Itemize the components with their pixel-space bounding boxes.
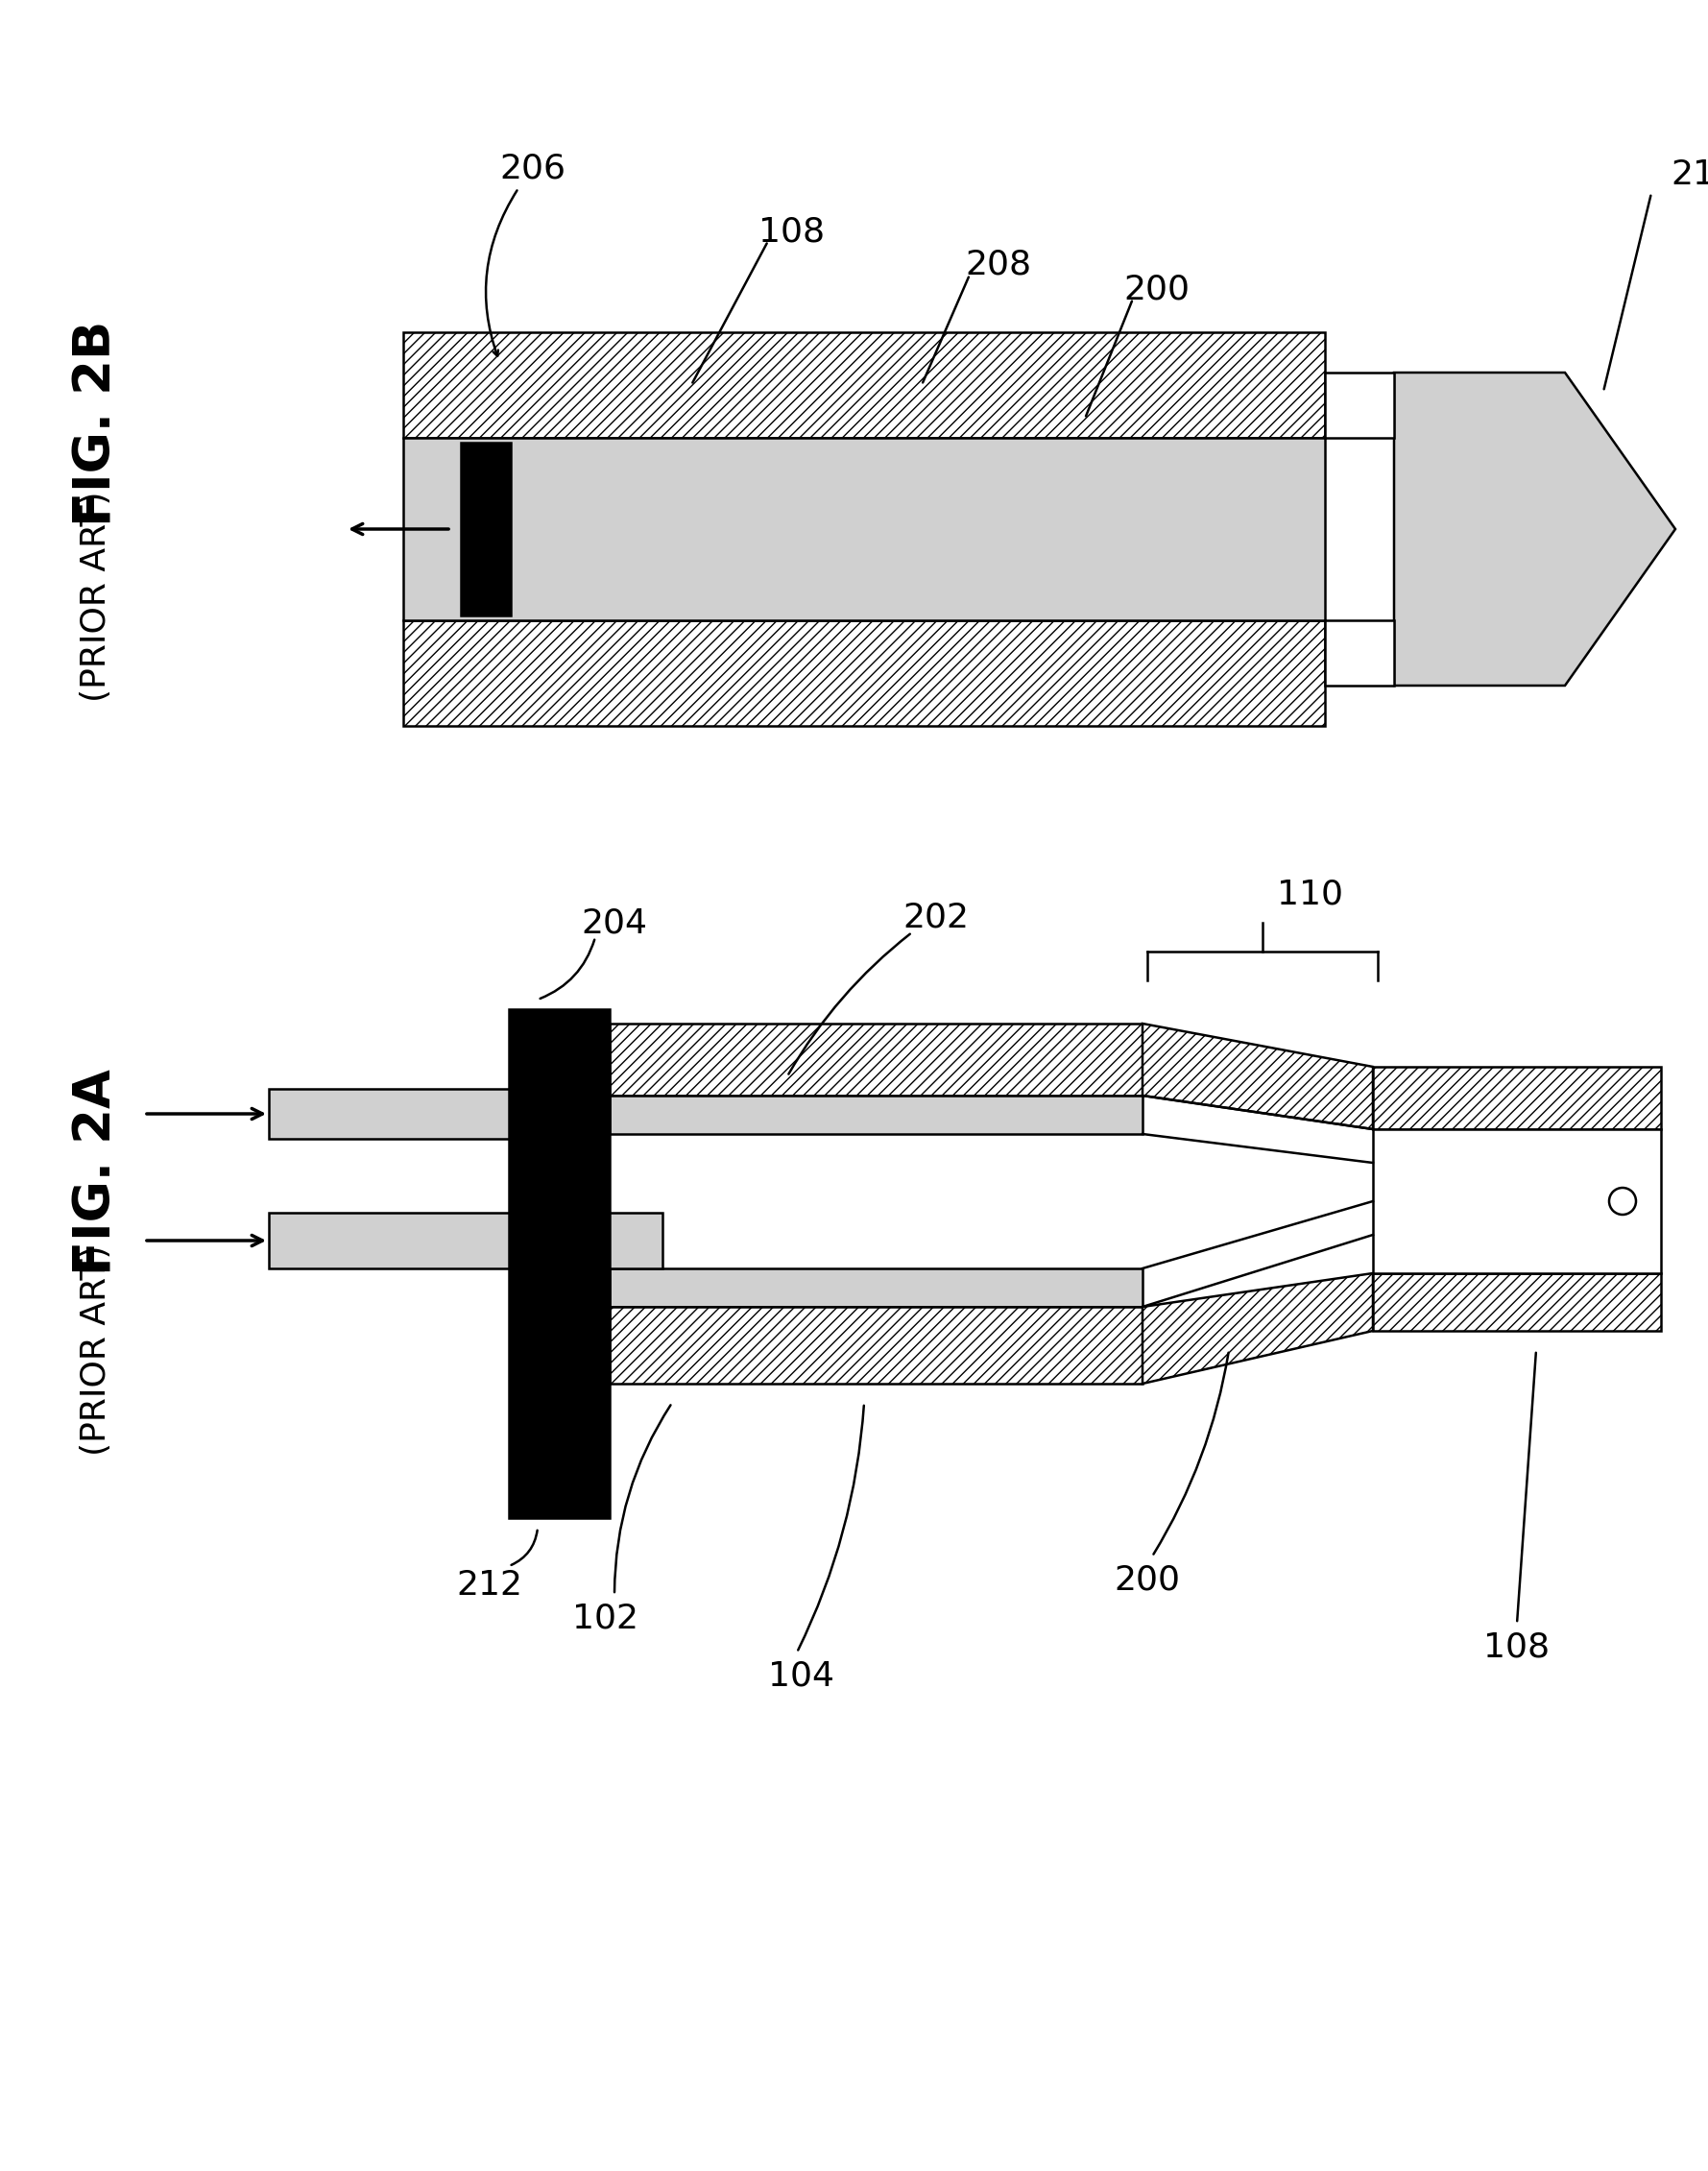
- Bar: [610, 1307, 1143, 1383]
- Bar: [403, 439, 1325, 621]
- Text: 200: 200: [1124, 274, 1190, 306]
- Text: FIG. 2A: FIG. 2A: [72, 1070, 121, 1277]
- Bar: [1325, 621, 1394, 686]
- Text: 200: 200: [1114, 1563, 1180, 1598]
- Bar: [268, 1214, 663, 1268]
- Bar: [1373, 1066, 1660, 1129]
- Text: (PRIOR ART): (PRIOR ART): [80, 1244, 113, 1455]
- Bar: [509, 1010, 610, 1518]
- Bar: [403, 332, 1325, 439]
- Bar: [610, 1096, 1143, 1133]
- Text: 104: 104: [769, 1661, 835, 1693]
- Polygon shape: [1143, 1272, 1373, 1383]
- Bar: [610, 1023, 1143, 1096]
- Bar: [268, 1090, 514, 1140]
- Text: 108: 108: [758, 215, 825, 247]
- Text: 202: 202: [904, 901, 968, 934]
- Polygon shape: [1143, 1023, 1373, 1129]
- Text: 110: 110: [1278, 877, 1344, 910]
- Text: 212: 212: [456, 1570, 523, 1602]
- Bar: [403, 621, 1325, 725]
- Bar: [610, 1268, 1143, 1307]
- Text: 208: 208: [965, 250, 1032, 282]
- Bar: [1373, 1129, 1660, 1272]
- Circle shape: [1609, 1188, 1636, 1214]
- Bar: [1373, 1272, 1660, 1331]
- Bar: [461, 443, 511, 617]
- Text: 204: 204: [581, 907, 647, 940]
- Text: 210: 210: [1670, 158, 1708, 191]
- Bar: [1325, 373, 1394, 439]
- Text: 108: 108: [1484, 1630, 1551, 1663]
- Text: (PRIOR ART): (PRIOR ART): [80, 491, 113, 701]
- Polygon shape: [1394, 373, 1676, 686]
- Text: 206: 206: [500, 152, 565, 185]
- Text: FIG. 2B: FIG. 2B: [72, 321, 121, 525]
- Text: 102: 102: [572, 1602, 639, 1635]
